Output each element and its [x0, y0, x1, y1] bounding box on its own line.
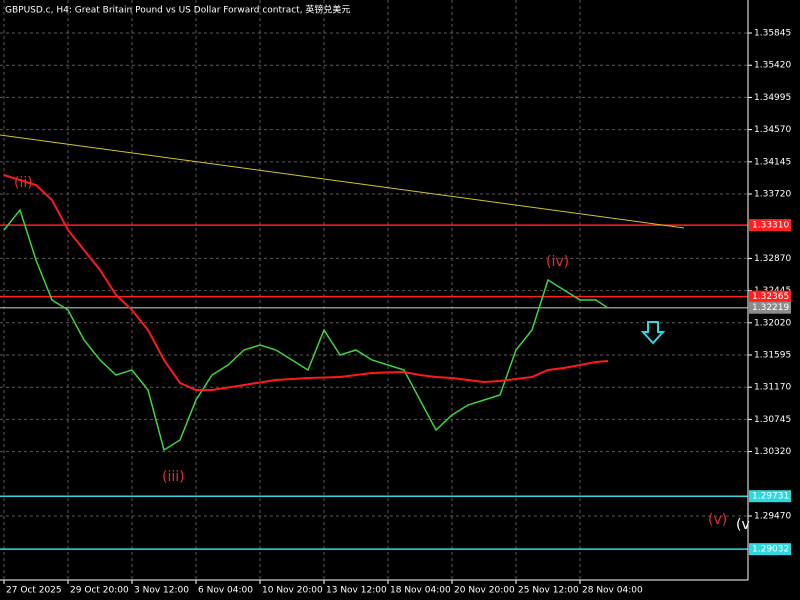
- y-tick-label: 1.34995: [754, 93, 791, 103]
- y-tick-label: 1.34145: [754, 157, 791, 167]
- y-tick-label: 1.32020: [754, 318, 791, 328]
- wave-label: (iv): [546, 254, 569, 270]
- series-line: [0, 134, 685, 229]
- plot: [0, 0, 748, 580]
- y-tick-label: 1.33720: [754, 190, 791, 200]
- wave-label: (v: [736, 517, 750, 533]
- y-tick-label: 1.31170: [754, 383, 791, 393]
- chart-title: GBPUSD.c, H4: Great Britain Pound vs US …: [5, 4, 350, 16]
- y-tick-label: 1.32870: [754, 254, 791, 264]
- y-tick-label: 1.34570: [754, 125, 791, 135]
- level-label: 1.29032: [752, 545, 789, 555]
- x-tick-label: 29 Oct 20:00: [70, 586, 129, 596]
- series-line: [3, 208, 609, 452]
- y-tick-label: 1.30745: [754, 415, 791, 425]
- y-tick-label: 1.35845: [754, 29, 791, 39]
- x-tick-label: 13 Nov 12:00: [326, 586, 387, 596]
- wave-label: (iii): [162, 469, 185, 485]
- y-tick-label: 1.31595: [754, 351, 791, 361]
- level-label: 1.33310: [752, 221, 789, 231]
- arrow-icon: [640, 321, 666, 345]
- level-label: 1.29731: [752, 492, 789, 502]
- level-label: 1.32219: [752, 303, 789, 313]
- wave-label: (v): [708, 512, 727, 528]
- level-label-box: [749, 543, 791, 556]
- x-tick-label: 6 Nov 04:00: [198, 586, 253, 596]
- level-label-box: [749, 490, 791, 503]
- x-tick-label: 25 Nov 12:00: [518, 586, 579, 596]
- x-tick-label: 28 Nov 04:00: [582, 586, 643, 596]
- x-tick-label: 18 Nov 04:00: [390, 586, 451, 596]
- x-tick-label: 10 Nov 20:00: [262, 586, 323, 596]
- level-label-box: [749, 301, 791, 314]
- y-tick-label: 1.29470: [754, 511, 791, 521]
- x-tick-label: 27 Oct 2025: [6, 586, 62, 596]
- level-label-box: [749, 219, 791, 232]
- x-tick-label: 3 Nov 12:00: [134, 586, 189, 596]
- level-label: 1.32365: [752, 292, 789, 302]
- y-tick-label: 1.30320: [754, 447, 791, 457]
- x-tick-label: 20 Nov 20:00: [454, 586, 515, 596]
- wave-label: (ii): [14, 175, 33, 191]
- y-tick-label: 1.35420: [754, 61, 791, 71]
- series-line: [3, 174, 609, 391]
- level-label-box: [749, 290, 791, 303]
